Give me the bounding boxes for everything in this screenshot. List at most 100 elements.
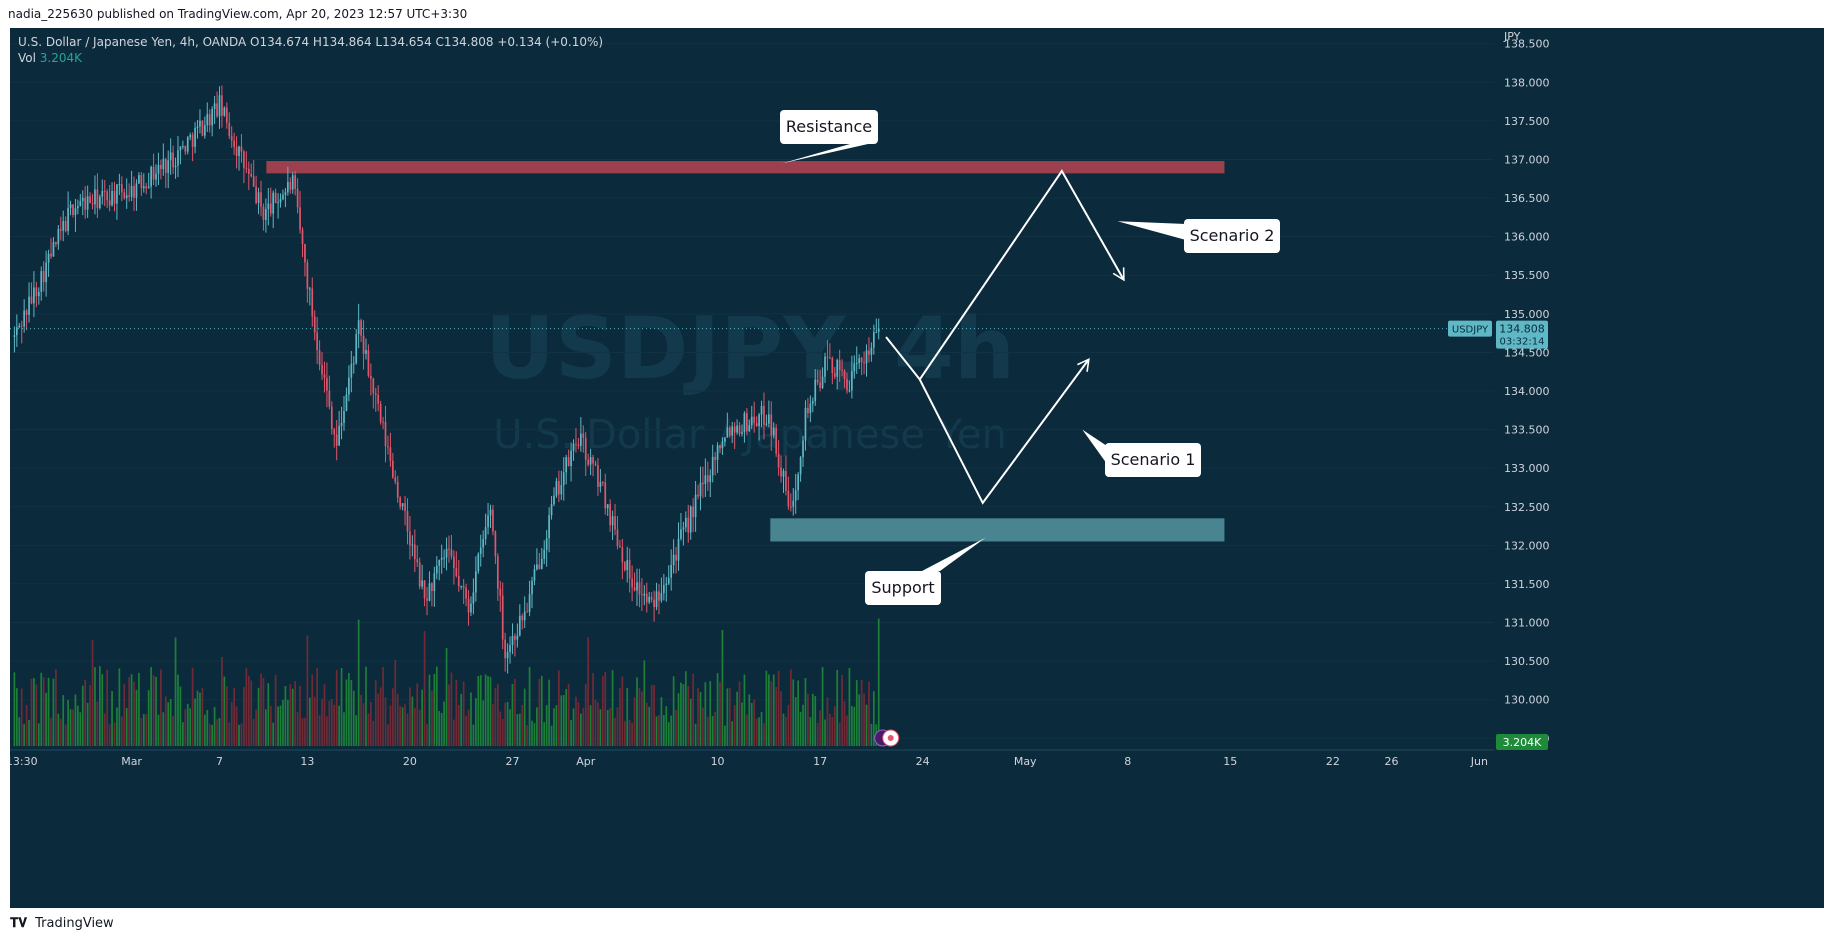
volume-bar: [130, 674, 133, 746]
x-tick-label: 26: [1384, 755, 1398, 768]
candle-body: [394, 477, 397, 482]
y-tick-label: 137.500: [1504, 115, 1550, 128]
y-tick-label: 130.000: [1504, 694, 1550, 707]
volume-bar: [821, 667, 824, 746]
price-chart[interactable]: USDJPY, 4h U.S. Dollar / Japanese Yen Re…: [10, 28, 1824, 908]
candle-body: [18, 325, 21, 328]
volume-bar: [267, 683, 270, 746]
volume-bar: [206, 710, 209, 746]
candle-body: [174, 165, 177, 168]
x-tick-label: 17: [813, 755, 827, 768]
volume-bar: [252, 718, 255, 746]
candle-body: [433, 573, 436, 592]
candle-body: [120, 184, 123, 193]
volume-bar: [433, 674, 436, 746]
volume-bar: [384, 697, 387, 746]
volume-bar: [606, 709, 609, 746]
volume-bar: [155, 676, 157, 746]
volume-bar: [675, 709, 677, 746]
volume-bar: [106, 669, 109, 746]
candle-body: [247, 168, 250, 175]
volume-bar: [753, 699, 756, 746]
volume-bar: [558, 670, 560, 746]
candle-body: [487, 515, 489, 528]
candle-body: [199, 120, 201, 127]
volume-bar: [79, 712, 82, 746]
volume-bar: [238, 724, 240, 746]
volume-bar: [650, 685, 653, 746]
volume-bar: [750, 702, 753, 746]
volume-bar: [23, 724, 26, 746]
candle-body: [516, 635, 519, 640]
y-tick-label: 132.500: [1504, 501, 1550, 514]
candle-body: [496, 556, 499, 589]
volume-bar: [255, 709, 257, 746]
candle-body: [208, 114, 211, 126]
volume-bar: [743, 674, 746, 746]
volume-bar: [523, 688, 526, 746]
volume-bar: [299, 685, 301, 746]
candle-body: [492, 509, 494, 532]
candle-body: [484, 527, 487, 540]
candle-body: [323, 374, 326, 378]
candle-body: [636, 582, 638, 591]
volume-bar: [308, 697, 311, 746]
volume-bar: [45, 692, 47, 746]
volume-bar: [719, 681, 721, 746]
candle-body: [450, 549, 453, 557]
candle-body: [348, 377, 350, 395]
volume-bar: [726, 688, 729, 746]
candle-body: [540, 558, 543, 569]
scenario-path-scenario-1: [885, 336, 1090, 505]
candle-body: [69, 204, 72, 209]
volume-bar: [235, 706, 238, 746]
volume-bar: [594, 699, 597, 746]
brand-name[interactable]: TradingView: [35, 916, 114, 931]
volume-bar: [645, 702, 648, 746]
volume-bar: [499, 711, 502, 746]
publish-line: nadia_225630 published on TradingView.co…: [8, 7, 468, 21]
candle-body: [587, 459, 590, 465]
volume-bar: [872, 691, 875, 746]
volume-bar: [440, 712, 443, 746]
candle-body: [138, 175, 140, 184]
candle-body: [846, 378, 848, 391]
volume-bar: [814, 696, 817, 746]
candle-body: [663, 585, 665, 594]
x-tick-label: May: [1014, 755, 1037, 768]
candle-body: [609, 504, 611, 526]
x-tick-label: 20: [403, 755, 417, 768]
volume-bar: [316, 667, 319, 746]
volume-bar: [111, 690, 113, 746]
volume-bar: [851, 705, 853, 746]
volume-bar: [182, 722, 184, 746]
candle-body: [760, 405, 763, 415]
volume-bar: [631, 722, 633, 746]
candle-body: [658, 591, 660, 601]
callout-scenario-1: Scenario 1: [1082, 429, 1201, 477]
volume-bar: [401, 707, 404, 746]
candle-body: [814, 379, 817, 402]
volume-bar: [362, 703, 365, 746]
candle-body: [604, 482, 607, 509]
candle-body: [643, 593, 646, 596]
volume-bar: [511, 683, 514, 746]
candle-body: [645, 593, 648, 603]
volume-bar: [277, 706, 279, 746]
volume-bar: [394, 660, 397, 746]
volume-bar: [770, 681, 773, 746]
volume-bar: [15, 688, 18, 746]
volume-bar: [135, 690, 138, 746]
y-tick-label: 134.000: [1504, 385, 1550, 398]
volume-bar: [72, 709, 74, 746]
volume-bar: [28, 719, 30, 746]
candle-body: [230, 136, 233, 141]
volume-bar: [648, 706, 651, 746]
volume-bar: [587, 637, 590, 746]
volume-bar: [116, 707, 118, 746]
x-tick-label: Apr: [576, 755, 596, 768]
tradingview-logo-icon[interactable]: 𝐓𝐕: [10, 916, 27, 931]
chart-frame[interactable]: USDJPY, 4h U.S. Dollar / Japanese Yen Re…: [10, 28, 1824, 908]
candle-body: [343, 411, 345, 423]
candle-body: [296, 188, 299, 208]
